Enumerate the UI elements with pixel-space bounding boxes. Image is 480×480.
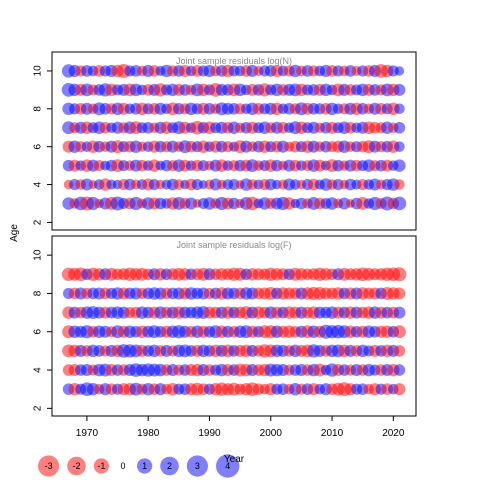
y-tick-label: 6 bbox=[33, 143, 44, 149]
y-tick-label: 4 bbox=[33, 367, 44, 373]
y-tick-label: 8 bbox=[33, 106, 44, 112]
y-tick-label: 10 bbox=[33, 249, 44, 261]
residual-bubble bbox=[393, 364, 406, 376]
legend-label: -2 bbox=[72, 461, 80, 471]
panel-title: Joint sample residuals log(N) bbox=[176, 56, 292, 66]
y-axis-label: Age bbox=[9, 224, 20, 242]
residual-bubble bbox=[393, 325, 406, 339]
residual-bubble bbox=[393, 345, 406, 357]
panel-title: Joint sample residuals log(F) bbox=[176, 240, 291, 250]
legend-bubble bbox=[215, 454, 240, 478]
x-tick-label: 1990 bbox=[198, 428, 221, 439]
bubble-layer bbox=[61, 267, 407, 397]
residual-bubble bbox=[393, 121, 406, 134]
residual-bubble bbox=[393, 287, 406, 300]
residual-bubble bbox=[393, 159, 406, 172]
legend-bubble bbox=[93, 458, 109, 474]
legend-label: 0 bbox=[120, 461, 125, 471]
legend-label: 3 bbox=[195, 461, 200, 471]
residual-bubble bbox=[394, 66, 405, 76]
y-tick-label: 2 bbox=[33, 219, 44, 225]
x-tick-label: 2020 bbox=[382, 428, 405, 439]
residual-bubble bbox=[392, 196, 407, 211]
x-tick-label: 1970 bbox=[76, 428, 99, 439]
bubble-layer bbox=[61, 63, 407, 211]
legend-label: 4 bbox=[225, 461, 230, 471]
legend-bubble bbox=[136, 458, 153, 474]
legend-label: 1 bbox=[142, 461, 147, 471]
y-tick-label: 4 bbox=[33, 181, 44, 187]
x-axis-label: Year bbox=[224, 454, 245, 465]
residual-bubble bbox=[394, 141, 405, 152]
y-tick-label: 2 bbox=[33, 405, 44, 411]
y-tick-label: 6 bbox=[33, 329, 44, 335]
legend-bubble bbox=[186, 455, 208, 477]
y-tick-label: 10 bbox=[33, 65, 44, 77]
residual-bubble bbox=[393, 83, 406, 96]
x-tick-label: 2010 bbox=[321, 428, 344, 439]
legend-bubble bbox=[67, 456, 86, 476]
legend-bubble bbox=[38, 455, 60, 477]
residual-bubble bbox=[393, 383, 406, 396]
residual-bubble bbox=[392, 267, 407, 282]
residual-bubble bbox=[393, 306, 406, 319]
legend-label: 2 bbox=[167, 461, 172, 471]
plot-panel-frame bbox=[51, 51, 417, 231]
residual-bubble bbox=[394, 103, 405, 115]
legend-label: -3 bbox=[45, 461, 53, 471]
plot-panel-frame bbox=[51, 235, 417, 417]
legend-label: -1 bbox=[97, 461, 105, 471]
residual-bubble bbox=[394, 179, 405, 190]
x-tick-label: 1980 bbox=[137, 428, 160, 439]
legend-bubble bbox=[160, 456, 179, 476]
y-tick-label: 8 bbox=[33, 290, 44, 296]
x-tick-label: 2000 bbox=[260, 428, 283, 439]
